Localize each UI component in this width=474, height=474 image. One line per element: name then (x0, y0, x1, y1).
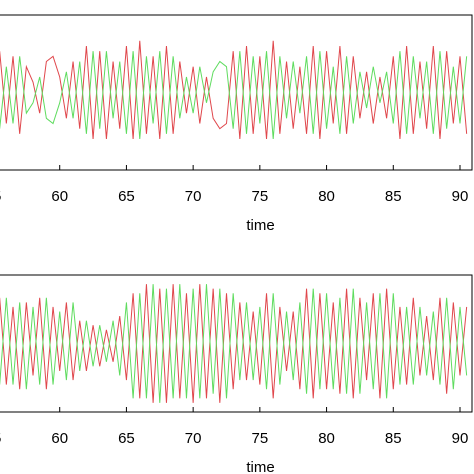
x-tick-label: 80 (318, 430, 335, 447)
x-tick-label: 75 (252, 188, 269, 205)
x-tick-label: 65 (118, 188, 135, 205)
series-line (0, 284, 468, 403)
x-tick-label: 90 (452, 188, 469, 205)
x-tick-label: 85 (385, 188, 402, 205)
x-axis-label: time (246, 217, 274, 234)
plot-frame (0, 274, 473, 413)
x-tick-label: 80 (318, 188, 335, 205)
x-tick-label: 70 (185, 430, 202, 447)
series-line (0, 40, 468, 140)
panel: 55 60 65 70 75 80 85 90 time (0, 14, 473, 234)
series-line (0, 284, 468, 403)
panel: 55 60 65 70 75 80 85 90 time (0, 274, 473, 474)
series-line (0, 51, 468, 140)
plot-frame (0, 14, 473, 171)
x-tick-label: 70 (185, 188, 202, 205)
x-tick-label: 65 (118, 430, 135, 447)
x-axis-label: time (246, 459, 274, 474)
x-tick-label: 90 (452, 430, 469, 447)
x-tick-label: 60 (51, 430, 68, 447)
x-tick-label: 75 (252, 430, 269, 447)
x-tick-label: 85 (385, 430, 402, 447)
x-tick-label: 60 (51, 188, 68, 205)
x-tick-label: 55 (0, 430, 1, 447)
x-tick-label: 55 (0, 188, 1, 205)
